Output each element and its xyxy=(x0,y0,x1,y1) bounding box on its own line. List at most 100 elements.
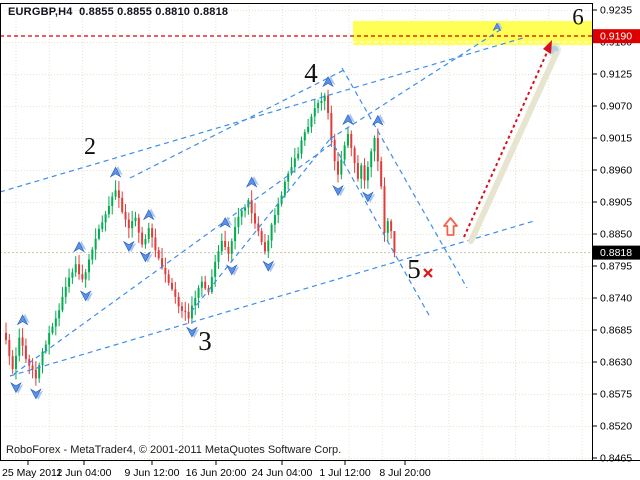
candle-body xyxy=(18,337,21,356)
wave-label-5: 5 xyxy=(407,254,421,284)
candle-body xyxy=(376,137,379,162)
current-price-label-bg xyxy=(593,245,640,260)
trendline-upper-trendline-2-4[interactable] xyxy=(129,69,345,179)
candlestick xyxy=(97,224,100,241)
trendline-long-rising-trendline[interactable] xyxy=(0,37,524,193)
wave-label-2: 2 xyxy=(84,134,96,160)
candle-body xyxy=(161,258,164,268)
fractal-up-icon xyxy=(73,240,87,253)
candlestick xyxy=(151,223,154,248)
candle-body xyxy=(64,286,67,297)
candle-body xyxy=(204,281,207,289)
candlestick xyxy=(224,230,227,251)
candlestick xyxy=(48,325,51,355)
price-axis-label: 0.9015 xyxy=(600,132,632,144)
candlestick xyxy=(54,310,57,336)
candle-body xyxy=(310,116,313,127)
candlestick xyxy=(273,208,276,233)
candlestick xyxy=(337,152,339,183)
trendline-down-channel-right[interactable] xyxy=(341,67,468,289)
price-axis-label: 0.9235 xyxy=(600,5,632,17)
candlestick xyxy=(376,128,379,172)
candle-body xyxy=(237,216,240,228)
candle-body xyxy=(224,240,227,247)
copyright-notice: RoboForex - MetaTrader4, © 2001-2011 Met… xyxy=(6,444,342,456)
candle-body xyxy=(180,306,183,311)
candle-body xyxy=(121,197,124,212)
time-axis-label: 9 Jun 12:00 xyxy=(125,467,180,479)
candlestick xyxy=(8,333,11,366)
candlestick xyxy=(107,196,110,218)
candle-body xyxy=(157,250,160,259)
target-price-label-bg xyxy=(593,29,640,44)
candlestick xyxy=(74,256,77,277)
wave-label-4: 4 xyxy=(304,58,318,88)
fractal-up-icon xyxy=(142,208,157,221)
candlestick xyxy=(277,197,280,224)
candlestick xyxy=(88,254,90,281)
candle-body xyxy=(127,219,130,229)
candle-body xyxy=(380,161,383,187)
candle-body xyxy=(390,221,393,232)
trendlines-layer[interactable] xyxy=(0,29,535,377)
candlestick xyxy=(220,233,223,256)
candlestick xyxy=(217,245,220,269)
candlestick xyxy=(366,161,369,189)
axes-layer[interactable]: 0.92350.91800.91250.90700.90150.89600.89… xyxy=(0,3,640,479)
candlestick xyxy=(320,92,323,111)
candlestick xyxy=(21,328,24,356)
candle-body xyxy=(323,95,326,102)
fractal-arrow xyxy=(492,22,502,32)
candle-body xyxy=(330,112,333,140)
time-axis-label: 25 May 2011 xyxy=(2,467,62,479)
candle-body xyxy=(154,237,157,251)
candlestick xyxy=(393,231,396,258)
fractal-arrow xyxy=(79,290,92,302)
candlestick xyxy=(327,89,330,120)
time-axis-label: 2 Jun 04:00 xyxy=(57,467,112,479)
trendline-rally-channel-3-4[interactable] xyxy=(190,138,331,313)
candle-body xyxy=(147,228,150,240)
candlestick xyxy=(18,328,21,362)
candlestick xyxy=(161,247,164,270)
candle-body xyxy=(97,228,100,239)
candlestick xyxy=(104,210,107,232)
candle-body xyxy=(104,214,107,223)
candle-body xyxy=(230,241,233,254)
candle-body xyxy=(263,242,266,252)
candlestick xyxy=(303,129,306,146)
trendline-projection-channel-upper[interactable] xyxy=(329,29,501,140)
candle-body xyxy=(373,137,376,152)
fractal-arrow xyxy=(139,251,152,263)
fractal-up-icon xyxy=(219,216,233,229)
candlestick xyxy=(283,179,286,198)
candle-body xyxy=(51,326,54,333)
candle-body xyxy=(71,272,74,278)
candle-body xyxy=(270,224,273,241)
candlestick xyxy=(41,347,44,374)
price-axis-label: 0.8685 xyxy=(600,324,632,336)
candle-body xyxy=(38,365,41,379)
candle-body xyxy=(360,165,363,179)
candle-body xyxy=(5,332,7,340)
candlestick xyxy=(234,217,237,250)
candlestick xyxy=(230,238,233,262)
candle-body xyxy=(250,200,253,214)
trendline-fan-line-steep[interactable] xyxy=(13,142,334,375)
candle-body xyxy=(101,222,104,229)
candle-body xyxy=(84,272,87,280)
candlestick xyxy=(260,228,263,246)
candlestick xyxy=(101,215,104,233)
candle-body xyxy=(227,246,230,254)
trendline-down-channel-left[interactable] xyxy=(329,137,431,318)
candlestick xyxy=(171,277,173,291)
candle-body xyxy=(277,203,280,216)
trendline-support-fan-line[interactable] xyxy=(9,220,535,377)
fractal-arrow xyxy=(342,114,354,126)
candlestick xyxy=(300,136,303,159)
candle-body xyxy=(320,101,323,104)
candle-body xyxy=(8,339,11,357)
candlestick xyxy=(51,322,54,335)
candle-body xyxy=(107,206,110,215)
